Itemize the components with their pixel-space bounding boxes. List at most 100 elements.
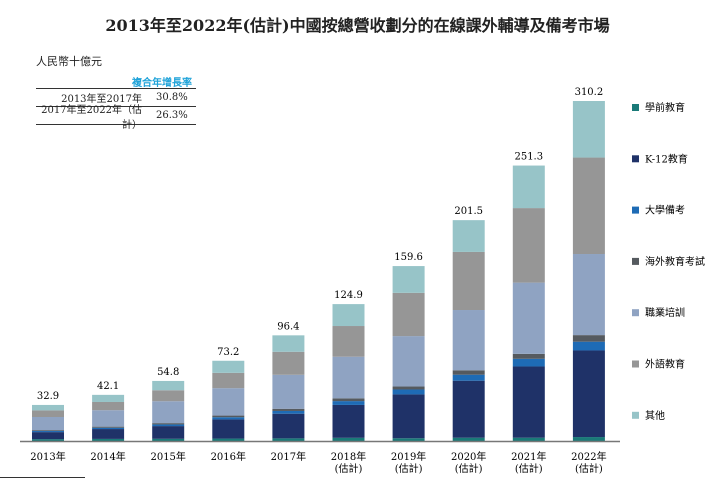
bar-segment [572, 350, 605, 438]
bar-segment [332, 401, 365, 405]
x-tick-label: 2013年 [30, 450, 65, 463]
x-tick-label: 2016年 [211, 450, 246, 463]
bar-segment [452, 251, 485, 311]
x-tick-label: 2018年 [331, 450, 366, 463]
cagr-period: 2017年至2022年（估計） [41, 104, 142, 131]
bar-segment [92, 427, 125, 430]
bar-segment [92, 429, 125, 439]
bar-segment [32, 431, 64, 433]
data-label: 310.2 [575, 87, 604, 98]
x-tick-label: 2014年 [90, 450, 125, 463]
bar-segment [212, 415, 245, 418]
bar-segment [512, 366, 545, 438]
bar-segment [272, 408, 305, 411]
x-tick-label: 2015年 [150, 450, 185, 463]
bar-segment [152, 390, 185, 402]
bar-segment [92, 438, 125, 441]
bar-segment [92, 426, 125, 428]
cagr-row: 2017年至2022年（估計） 26.3% [36, 105, 196, 131]
x-tick-label: (估計) [515, 462, 543, 475]
data-label: 251.3 [514, 152, 543, 163]
bar-segment [212, 360, 245, 373]
cagr-table: 複合年增長率 2013年至2017年 30.8% 2017年至2022年（估計）… [36, 74, 196, 131]
bar-segment [572, 254, 605, 336]
bar-segment [392, 394, 425, 439]
bar-segment [452, 220, 485, 252]
bar-segment [332, 398, 365, 402]
cagr-row: 2013年至2017年 30.8% [36, 88, 196, 106]
bar-segment [392, 389, 425, 395]
data-label: 159.6 [394, 252, 423, 263]
bar-segment [452, 370, 485, 375]
bar-segment [332, 404, 365, 438]
x-tick-label: 2022年 [571, 450, 606, 463]
bar-segment [332, 304, 365, 327]
legend-label: 大學備考 [645, 204, 685, 217]
legend-label: 其他 [645, 409, 665, 422]
legend-swatch [632, 257, 639, 265]
footnote-divider [0, 477, 85, 478]
bar-segment [392, 336, 425, 387]
legend-label: 外語教育 [645, 358, 685, 371]
bar-segment [392, 386, 425, 390]
legend-swatch [632, 104, 639, 111]
bar-segment [392, 292, 425, 337]
bar-segment [452, 437, 485, 441]
bar-segment [212, 372, 245, 389]
x-tick-label: 2021年 [511, 450, 546, 463]
cagr-value: 30.8% [156, 92, 188, 103]
bar-segment [452, 380, 485, 438]
bar-segment [572, 157, 605, 255]
unit-label: 人民幣十億元 [36, 55, 102, 68]
x-tick-label: (估計) [455, 462, 483, 475]
cagr-value: 26.3% [156, 110, 188, 121]
legend-swatch [632, 206, 639, 214]
data-label: 32.9 [37, 391, 59, 402]
x-tick-label: (估計) [395, 462, 423, 475]
bar-segment [152, 380, 185, 391]
bar-segment [512, 353, 545, 359]
bar-segment [272, 410, 305, 414]
x-tick-label: (估計) [575, 462, 603, 475]
bar-segment [32, 404, 64, 411]
legend-swatch [632, 309, 639, 317]
data-label: 124.9 [334, 290, 363, 301]
bar-segment [272, 335, 305, 352]
bar-segment [32, 430, 64, 432]
legend-label: 職業培訓 [645, 306, 685, 319]
bar-segment [32, 416, 64, 431]
x-tick-label: 2017年 [271, 450, 306, 463]
bar-segment [92, 401, 125, 411]
bar-segment [152, 424, 185, 427]
bar-segment [212, 388, 245, 416]
bar-segment [92, 410, 125, 427]
legend-swatch [632, 411, 639, 419]
bar-segment [152, 423, 185, 425]
bar-segment [572, 341, 605, 351]
chart-title: 2013年至2022年(估計)中國按總營收劃分的在線課外輔導及備考市場 [105, 16, 610, 35]
legend-swatch [632, 360, 639, 368]
bar-segment [152, 426, 185, 439]
x-tick-label: (估計) [335, 462, 363, 475]
data-label: 73.2 [217, 347, 239, 358]
bar-segment [392, 438, 425, 441]
bar-segment [332, 356, 365, 399]
bar-segment [152, 438, 185, 441]
cagr-header: 複合年增長率 [132, 78, 192, 89]
bar-segment [332, 437, 365, 441]
bar-segment [32, 410, 64, 417]
bar-segment [212, 419, 245, 439]
bar-segment [452, 374, 485, 381]
bar-segment [452, 310, 485, 371]
bar-segment [272, 351, 305, 375]
bar-segment [572, 101, 605, 158]
bar-segment [92, 394, 125, 402]
bar-segment [212, 417, 245, 420]
bar-segment [272, 374, 305, 409]
cagr-period: 2013年至2017年 [61, 94, 142, 105]
data-label: 42.1 [97, 381, 119, 392]
bar-segment [512, 437, 545, 441]
bar-segment [392, 266, 425, 293]
bar-segment [272, 413, 305, 439]
